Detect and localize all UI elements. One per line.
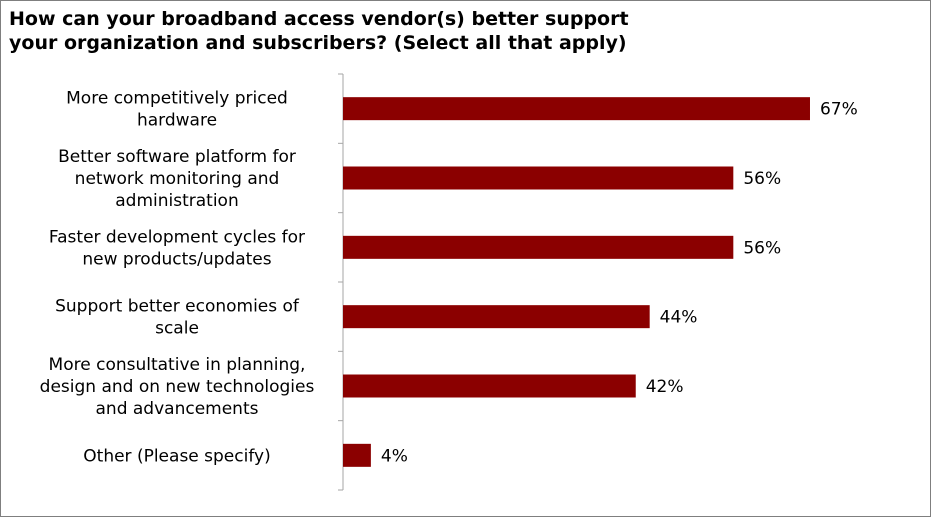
category-label: Other (Please specify) xyxy=(83,446,270,466)
category-label-line: scale xyxy=(155,319,199,339)
bar xyxy=(343,97,810,121)
category-label-line: More competitively priced xyxy=(66,89,288,109)
category-label-line: administration xyxy=(115,191,238,211)
data-label: 56% xyxy=(743,169,781,189)
bar xyxy=(343,305,650,329)
category-label-line: hardware xyxy=(137,111,217,131)
category-label: More competitively priced hardware xyxy=(66,89,288,131)
category-label: More consultative in planning, design and… xyxy=(40,355,315,419)
bar xyxy=(343,166,734,190)
chart-title-line-2: your organization and subscribers? (Sele… xyxy=(9,32,627,54)
labels-layer: 67% More competitively priced hardware 56% B… xyxy=(40,89,858,467)
category-label: Better software platform for network moni… xyxy=(58,147,296,211)
chart-title-line-1: How can your broadband access vendor(s) … xyxy=(9,8,629,30)
category-label-line: new products/updates xyxy=(82,249,271,269)
category-label-line: Support better economies of xyxy=(55,297,300,317)
category-label: Faster development cycles for new product… xyxy=(49,227,305,269)
data-label: 44% xyxy=(660,308,698,328)
data-label: 56% xyxy=(743,238,781,258)
data-label: 67% xyxy=(820,100,858,120)
category-label-line: Faster development cycles for xyxy=(49,227,305,247)
category-label-line: and advancements xyxy=(96,399,259,419)
category-label-line: Other (Please specify) xyxy=(83,446,270,466)
category-label-line: design and on new technologies xyxy=(40,377,315,397)
data-label: 4% xyxy=(381,446,408,466)
axis-layer xyxy=(338,73,344,491)
data-label: 42% xyxy=(646,377,684,397)
category-label-line: Better software platform for xyxy=(58,147,296,167)
bar xyxy=(343,235,734,259)
bars-layer xyxy=(343,97,810,467)
bar xyxy=(343,374,636,398)
bar xyxy=(343,443,371,467)
category-label: Support better economies of scale xyxy=(55,297,300,339)
category-label-line: network monitoring and xyxy=(75,169,280,189)
category-label-line: More consultative in planning, xyxy=(49,355,306,375)
chart-title: How can your broadband access vendor(s) … xyxy=(9,7,909,55)
